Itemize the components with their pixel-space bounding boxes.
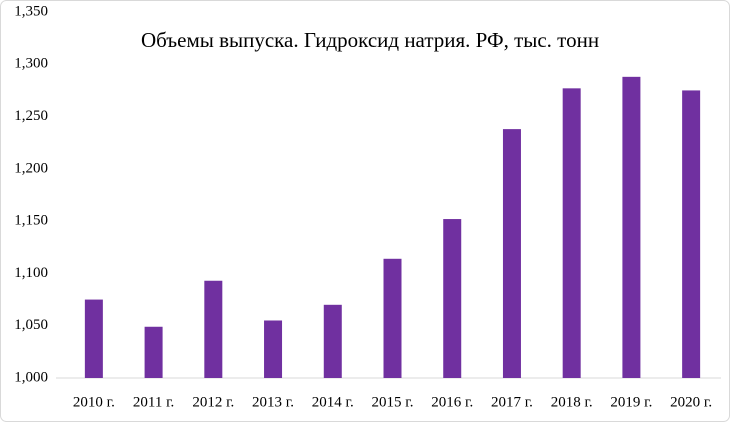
x-tick-label: 2017 г. — [491, 394, 533, 410]
x-tick-label: 2013 г. — [252, 394, 294, 410]
bar — [622, 76, 641, 378]
x-tick-label: 2018 г. — [551, 394, 593, 410]
bar — [84, 299, 103, 378]
bar — [562, 88, 581, 378]
x-tick-label: 2014 г. — [312, 394, 354, 410]
y-tick-label: 1,300 — [14, 56, 48, 72]
x-tick-label: 2010 г. — [73, 394, 115, 410]
y-tick-label: 1,000 — [14, 369, 48, 385]
x-tick-label: 2012 г. — [192, 394, 234, 410]
x-tick-label: 2019 г. — [610, 394, 652, 410]
x-tick-label: 2015 г. — [372, 394, 414, 410]
bar — [323, 304, 342, 378]
x-tick-label: 2016 г. — [431, 394, 473, 410]
y-tick-label: 1,150 — [14, 213, 48, 229]
y-tick-label: 1,200 — [14, 160, 48, 176]
bar — [204, 280, 223, 378]
y-tick-label: 1,250 — [14, 108, 48, 124]
bar — [264, 320, 283, 378]
chart-title: Объемы выпуска. Гидроксид натрия. РФ, ты… — [141, 28, 599, 52]
bar — [443, 219, 462, 378]
x-tick-label: 2011 г. — [133, 394, 174, 410]
bar — [682, 90, 701, 378]
y-tick-label: 1,350 — [14, 3, 48, 19]
y-tick-label: 1,050 — [14, 317, 48, 333]
bar — [383, 258, 402, 378]
x-tick-label: 2020 г. — [670, 394, 712, 410]
bar — [502, 129, 521, 378]
y-tick-label: 1,100 — [14, 265, 48, 281]
bar — [144, 326, 163, 378]
